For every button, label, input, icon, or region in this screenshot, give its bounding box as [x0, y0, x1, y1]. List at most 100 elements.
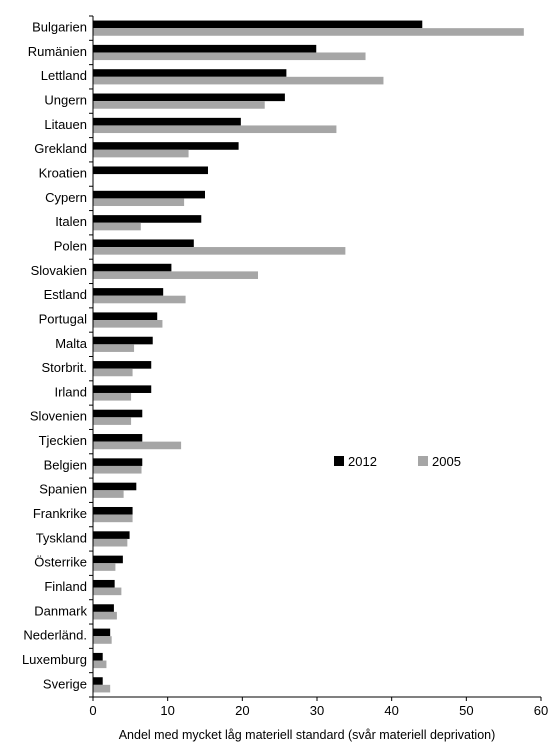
category-label: Bulgarien: [32, 20, 87, 35]
category-label: Sverige: [43, 676, 87, 691]
category-labels: Bulgarien Rumänien Lettland Ungern Litauen Gr…: [22, 20, 88, 692]
bar-2012-Irland: [93, 385, 152, 393]
bar-2005-Malta: [93, 344, 135, 352]
x-tick-label: 30: [310, 703, 324, 718]
bar-2005-Belgien: [93, 465, 142, 474]
x-tick-label: 10: [160, 703, 174, 718]
category-label: Kroatien: [39, 166, 87, 181]
category-label: Italen: [55, 214, 87, 229]
bar-2012-Grekland: [93, 142, 239, 150]
bar-2012-Estland: [93, 288, 164, 296]
x-tick-label: 60: [534, 703, 548, 718]
bar-2012-Malta: [93, 336, 153, 345]
bar-2012-Storbrit.: [93, 361, 152, 369]
bar-2012-Nederländ.: [93, 628, 111, 637]
bar-2012-Slovakien: [93, 263, 172, 272]
bar-2012-Slovenien: [93, 409, 143, 418]
category-label: Storbrit.: [41, 360, 87, 375]
bar-2012-Finland: [93, 579, 115, 588]
bar-2012-Polen: [93, 239, 194, 248]
bar-2005-Cypern: [93, 198, 185, 207]
category-label: Malta: [55, 336, 88, 351]
legend-label-2012: 2012: [348, 454, 377, 469]
bar-2005-Irland: [93, 392, 132, 401]
bar-2012-Danmark: [93, 604, 114, 612]
x-tick-label: 50: [459, 703, 473, 718]
category-label: Polen: [54, 238, 87, 253]
bar-2012-Belgien: [93, 458, 143, 466]
category-label: Luxemburg: [22, 652, 87, 667]
bar-2012-Sverige: [93, 677, 103, 685]
category-label: Portugal: [39, 311, 88, 326]
legend-label-2005: 2005: [432, 454, 461, 469]
bar-2012-Spanien: [93, 482, 137, 491]
category-label: Ungern: [44, 93, 87, 108]
bar-2005-Nederländ.: [93, 636, 112, 644]
category-label: Slovenien: [30, 409, 87, 424]
bar-2005-Slovenien: [93, 417, 132, 425]
bar-2005-Danmark: [93, 611, 117, 620]
bar-2005-Polen: [93, 247, 346, 255]
bar-2012-Kroatien: [93, 166, 208, 175]
bar-2005-Italen: [93, 222, 141, 231]
x-axis-title: Andel med mycket låg materiell standard …: [119, 728, 496, 742]
legend: 2012 2005: [334, 454, 461, 469]
category-label: Litauen: [44, 117, 87, 132]
category-label: Spanien: [39, 482, 87, 497]
bar-2005-Bulgarien: [93, 28, 524, 36]
bar-2012-Litauen: [93, 117, 241, 126]
category-label: Frankrike: [33, 506, 87, 521]
category-label: Danmark: [34, 603, 87, 618]
category-label: Belgien: [44, 457, 87, 472]
legend-swatch-2012: [334, 456, 344, 466]
x-tick-label: 0: [89, 703, 96, 718]
bar-2005-Tyskland: [93, 538, 128, 547]
bar-2005-Grekland: [93, 149, 189, 158]
bar-2005-Sverige: [93, 684, 111, 693]
category-label: Estland: [44, 287, 87, 302]
bar-2005-Slovakien: [93, 271, 259, 279]
bar-2012-Italen: [93, 215, 202, 223]
x-tick-label: 40: [384, 703, 398, 718]
bar-2005-Portugal: [93, 320, 163, 328]
bar-2012-Ungern: [93, 93, 285, 102]
category-label: Nederländ.: [23, 628, 87, 643]
category-label: Tjeckien: [39, 433, 87, 448]
bar-2005-Rumänien: [93, 52, 366, 61]
category-label: Irland: [54, 384, 87, 399]
bar-2005-Storbrit.: [93, 368, 133, 377]
category-label: Lettland: [41, 68, 87, 83]
category-label: Rumänien: [28, 44, 87, 59]
x-tick-label: 20: [235, 703, 249, 718]
x-axis-ticks: 0 10 20 30 40 50 60: [89, 697, 548, 718]
bar-2012-Luxemburg: [93, 652, 103, 661]
bar-2005-Estland: [93, 295, 186, 304]
bar-2012-Bulgarien: [93, 20, 423, 29]
bar-2005-Frankrike: [93, 514, 133, 523]
category-label: Cypern: [45, 190, 87, 205]
bar-2005-Ungern: [93, 101, 265, 109]
legend-swatch-2005: [418, 456, 428, 466]
category-label: Slovakien: [31, 263, 87, 278]
bar-2005-Tjeckien: [93, 441, 182, 450]
category-label: Finland: [44, 579, 87, 594]
bar-2012-Frankrike: [93, 506, 133, 515]
bar-2012-Portugal: [93, 312, 158, 321]
bars: [93, 20, 524, 693]
bar-2005-Luxemburg: [93, 660, 107, 669]
category-label: Grekland: [34, 141, 87, 156]
bar-2005-Finland: [93, 587, 122, 596]
bar-2012-Tyskland: [93, 531, 130, 539]
bar-2012-Rumänien: [93, 44, 317, 53]
bar-2005-Österrike: [93, 563, 116, 571]
category-label: Österrike: [34, 555, 87, 570]
bar-2012-Cypern: [93, 190, 205, 199]
category-label: Tyskland: [36, 530, 87, 545]
bar-2005-Spanien: [93, 490, 124, 498]
bar-2012-Lettland: [93, 69, 287, 77]
bar-2012-Österrike: [93, 555, 123, 564]
bar-2012-Tjeckien: [93, 434, 143, 442]
bar-2005-Lettland: [93, 76, 384, 85]
bar-2005-Litauen: [93, 125, 337, 134]
